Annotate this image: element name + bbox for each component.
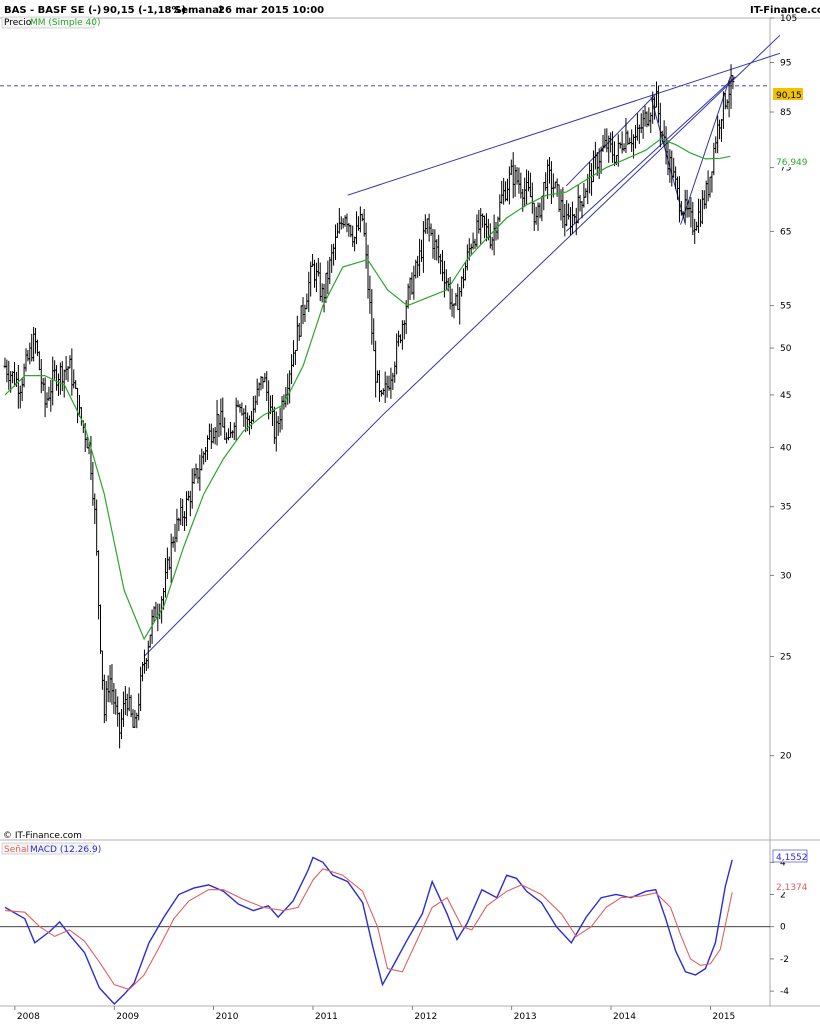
macd-tick-label: 0 bbox=[780, 923, 786, 933]
signal-value-label: 2,1374 bbox=[776, 883, 808, 893]
axis-labels: 20 25 30 35 40 45 50 55 65 75 85 95 105 -4 -2 0 2 4 2008 20… bbox=[17, 14, 797, 1022]
price-tick-label: 65 bbox=[780, 227, 791, 237]
header-period: Semanal bbox=[174, 5, 222, 16]
ma-value-label: 76,949 bbox=[776, 158, 808, 168]
macd-legend-box bbox=[1, 842, 95, 855]
legend-box bbox=[1, 16, 95, 29]
year-tick-label: 2009 bbox=[116, 1012, 139, 1022]
price-tick-label: 30 bbox=[780, 571, 792, 581]
macd-tick-label: -2 bbox=[780, 955, 789, 965]
price-tick-label: 105 bbox=[780, 14, 797, 24]
series-layer bbox=[3, 64, 735, 1006]
price-tick-label: 50 bbox=[780, 344, 792, 354]
price-tick-label: 40 bbox=[780, 443, 792, 453]
year-tick-label: 2010 bbox=[216, 1012, 239, 1022]
price-tick-label: 55 bbox=[780, 302, 791, 312]
macd-tick-label: 4 bbox=[780, 858, 786, 868]
signal-value-marker bbox=[773, 880, 807, 892]
grid bbox=[0, 17, 820, 1010]
header-ticker: BAS - BASF SE (-) bbox=[4, 5, 101, 16]
price-tick-label: 20 bbox=[780, 752, 792, 762]
copyright: © IT-Finance.com bbox=[3, 831, 82, 841]
year-tick-label: 2014 bbox=[613, 1012, 636, 1022]
trendline bbox=[347, 52, 781, 196]
header-last: 90,15 (-1,18%) bbox=[103, 5, 186, 16]
price-tick-label: 45 bbox=[780, 391, 791, 401]
macd-tick-label: -4 bbox=[780, 987, 789, 997]
price-tick-label: 25 bbox=[780, 652, 791, 662]
ma-value-marker bbox=[773, 155, 807, 167]
last-price-label: 90,15 bbox=[776, 91, 802, 101]
price-tick-label: 35 bbox=[780, 503, 791, 513]
legend-ma: MM (Simple 40) bbox=[30, 18, 100, 28]
signal-line bbox=[4, 868, 733, 991]
legend-signal: Señal bbox=[4, 845, 29, 855]
legend-price: Precio bbox=[4, 18, 32, 28]
price-tick-label: 85 bbox=[780, 108, 791, 118]
trendline bbox=[565, 76, 736, 232]
price-tick-label: 75 bbox=[780, 164, 791, 174]
year-tick-label: 2008 bbox=[17, 1012, 40, 1022]
year-tick-label: 2012 bbox=[414, 1012, 437, 1022]
macd-value-label: 4,1552 bbox=[776, 853, 808, 863]
trendline bbox=[680, 76, 731, 225]
year-tick-label: 2013 bbox=[514, 1012, 537, 1022]
year-tick-label: 2015 bbox=[712, 1012, 735, 1022]
moving-average-line bbox=[4, 138, 731, 641]
year-tick-label: 2011 bbox=[315, 1012, 338, 1022]
header-site: IT-Finance.com bbox=[750, 5, 820, 16]
macd-tick-label: 2 bbox=[780, 891, 786, 901]
last-price-marker bbox=[773, 88, 803, 100]
macd-line bbox=[4, 856, 733, 1006]
price-tick-label: 95 bbox=[780, 59, 791, 69]
trendline bbox=[143, 34, 781, 657]
macd-value-marker bbox=[772, 849, 808, 863]
legend-macd: MACD (12.26.9) bbox=[30, 845, 101, 855]
header-date: 26 mar 2015 10:00 bbox=[218, 5, 324, 16]
